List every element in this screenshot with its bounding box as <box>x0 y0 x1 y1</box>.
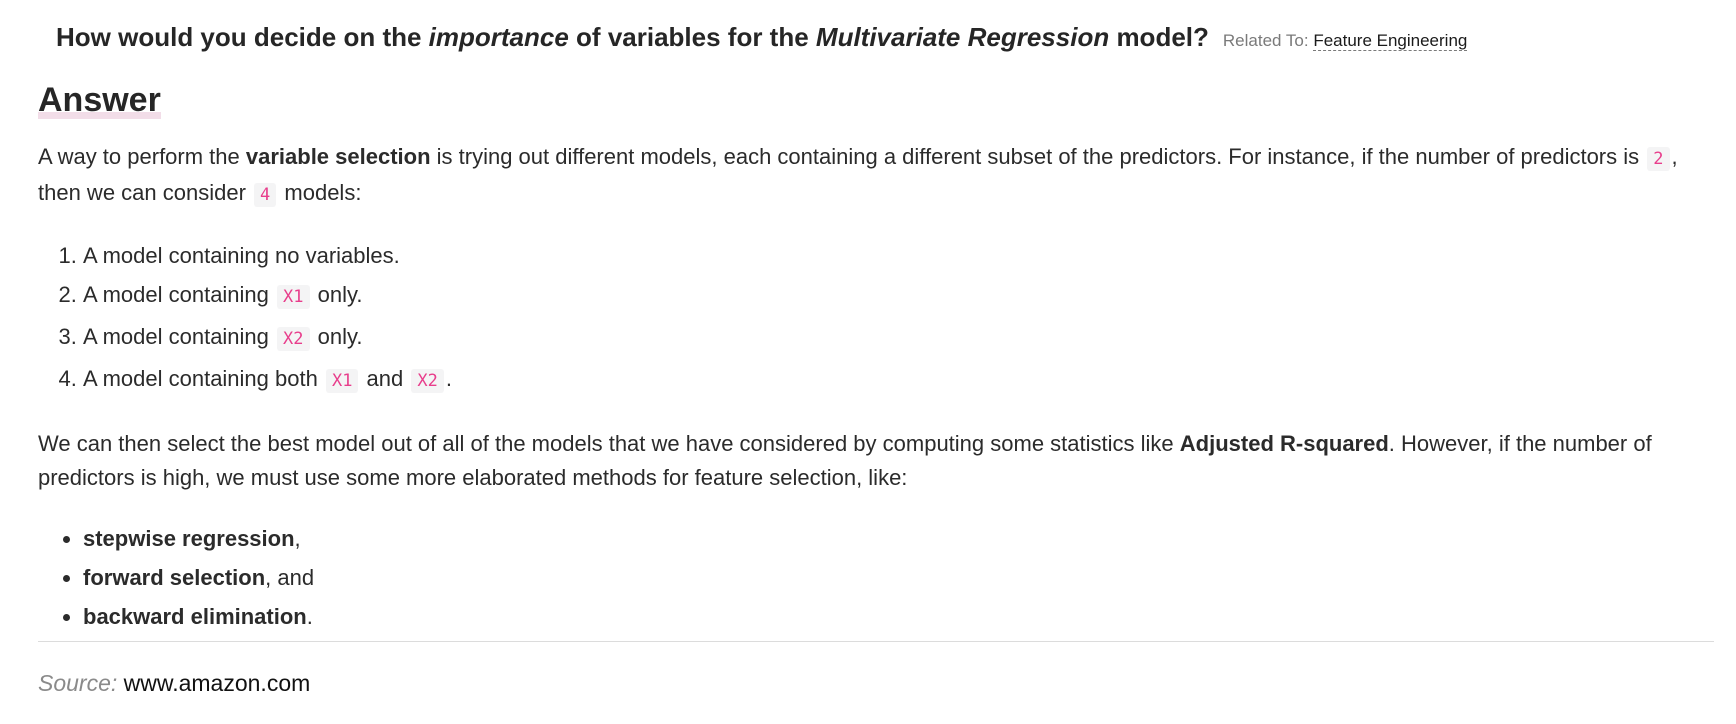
question-emphasis-model: Multivariate Regression <box>815 22 1110 52</box>
related-topic-link[interactable]: Feature Engineering <box>1313 31 1468 51</box>
list-item: A model containing both X1 and X2. <box>83 359 1718 401</box>
list-item: forward selection, and <box>83 558 1718 597</box>
answer-paragraph-2: We can then select the best model out of… <box>38 431 1652 490</box>
question-emphasis-importance: importance <box>428 22 569 52</box>
bold-term: Adjusted R-squared <box>1179 431 1389 456</box>
related-label: Related To: <box>1222 31 1314 50</box>
bold-term: stepwise regression <box>83 526 295 551</box>
source-value: www.amazon.com <box>123 670 311 696</box>
question-text: How would you decide on the <box>56 22 429 52</box>
list-item: A model containing no variables. <box>83 236 1718 275</box>
inline-code: X1 <box>325 369 359 393</box>
answer-body: A way to perform the variable selection … <box>38 140 1718 636</box>
question-text: of variables for the <box>568 22 816 52</box>
related-to: Related To: Feature Engineering <box>1222 31 1468 51</box>
answer-heading: Answer <box>38 81 161 119</box>
inline-code: X1 <box>277 285 310 309</box>
list-item: A model containing X2 only. <box>83 317 1718 359</box>
source-label: Source: <box>38 670 118 696</box>
inline-code: X2 <box>411 369 444 393</box>
list-item: backward elimination. <box>83 597 1718 636</box>
bold-term: backward elimination <box>83 604 307 629</box>
source-line: Source: www.amazon.com <box>38 670 310 697</box>
methods-list: stepwise regression, forward selection, … <box>38 519 1718 636</box>
inline-code: X2 <box>277 327 310 351</box>
bold-term: variable selection <box>245 144 431 169</box>
list-item: stepwise regression, <box>83 519 1718 558</box>
bold-term: forward selection <box>83 565 266 590</box>
inline-code: 2 <box>1647 147 1670 171</box>
models-list: A model containing no variables. A model… <box>38 236 1718 401</box>
list-item: A model containing X1 only. <box>83 275 1718 317</box>
question-text: model? <box>1109 22 1209 52</box>
question-title: How would you decide on the importance o… <box>56 22 1468 53</box>
answer-paragraph-1: A way to perform the variable selection … <box>38 144 1678 207</box>
divider <box>38 641 1714 642</box>
inline-code: 4 <box>254 183 277 207</box>
